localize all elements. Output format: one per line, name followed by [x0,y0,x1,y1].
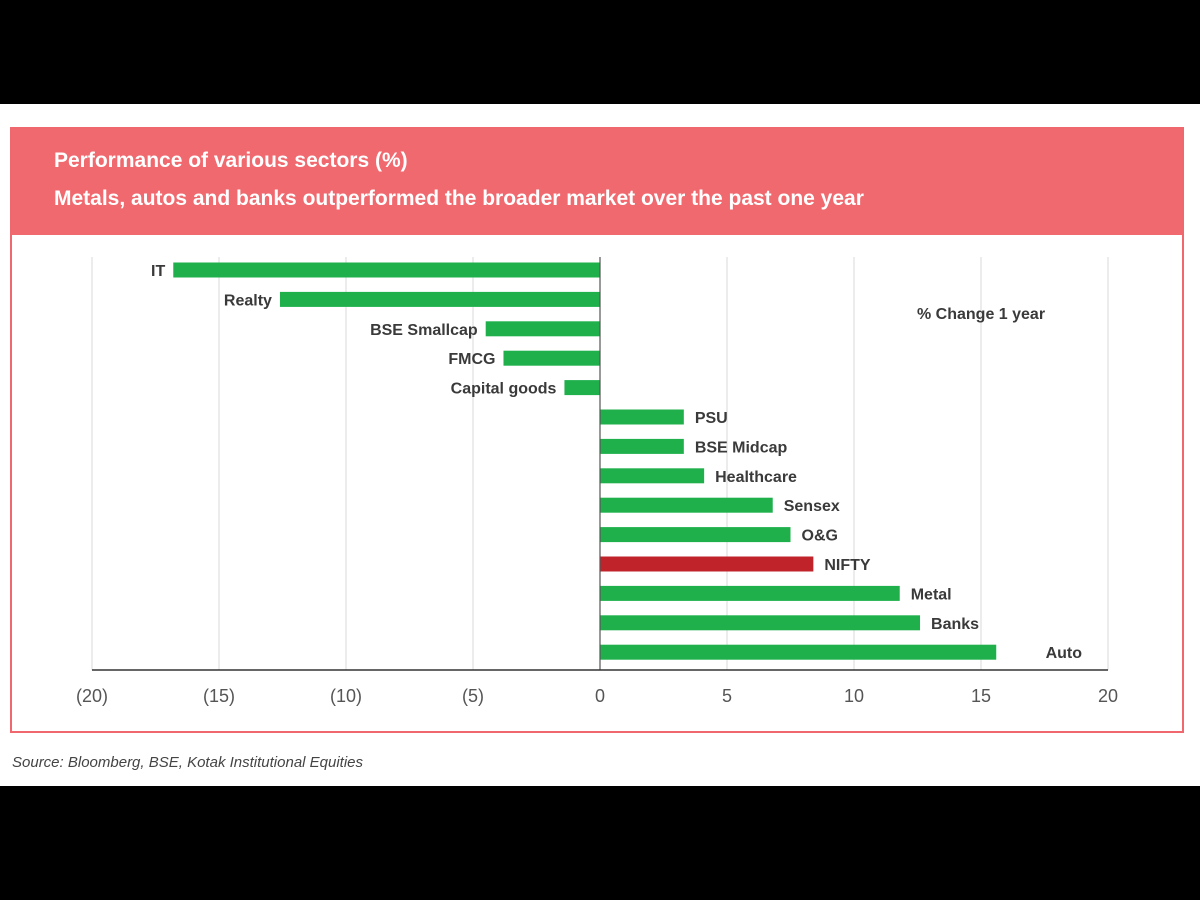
bar-label: BSE Smallcap [370,322,478,339]
x-tick-label: (15) [203,686,235,706]
bar-label: O&G [802,528,838,545]
chart-panel: Performance of various sectors (%) Metal… [10,127,1184,733]
bar-healthcare [600,468,705,484]
bar-label: NIFTY [824,557,871,574]
x-tick-label: 5 [722,686,732,706]
bar-bse-smallcap [485,321,600,337]
bar-label: IT [151,263,165,280]
x-tick-label: (10) [330,686,362,706]
source-note: Source: Bloomberg, BSE, Kotak Institutio… [12,754,364,771]
bar-label: Realty [224,292,272,309]
bar-label: Metal [911,586,952,603]
x-tick-label: (5) [462,686,484,706]
bar-label: Sensex [784,498,840,515]
bar-label: Healthcare [715,469,797,486]
title-banner: Performance of various sectors (%) Metal… [12,129,1182,235]
x-tick-label: 10 [844,686,864,706]
x-tick-label: 15 [971,686,991,706]
bar-label: Capital goods [451,381,557,398]
bar-label: FMCG [448,351,495,368]
bar-sensex [600,497,773,513]
chart-annotation: % Change 1 year [917,306,1045,323]
bar-bse-midcap [600,438,684,454]
bar-label: Banks [931,616,979,633]
bar-label: PSU [695,410,728,427]
bar-metal [600,585,900,601]
bar-label: BSE Midcap [695,439,788,456]
bar-label: Auto [1046,645,1083,662]
bar-it [173,262,600,278]
x-tick-label: 0 [595,686,605,706]
bar-o-g [600,527,791,543]
bar-nifty [600,556,814,572]
x-tick-label: (20) [76,686,108,706]
bar-fmcg [503,350,600,366]
chart-subtitle: Metals, autos and banks outperformed the… [54,187,864,210]
report-page: Performance of various sectors (%) Metal… [0,104,1200,786]
bar-chart: (20) (15) (10) (5) 0 5 10 15 20 IT Realty BSE Small… [76,257,1118,706]
bar-capital-goods [564,380,600,396]
bar-psu [600,409,684,425]
bar-banks [600,615,921,631]
chart-title: Performance of various sectors (%) [54,149,408,172]
bar-auto [600,644,997,660]
x-tick-label: 20 [1098,686,1118,706]
bar-realty [279,291,600,307]
